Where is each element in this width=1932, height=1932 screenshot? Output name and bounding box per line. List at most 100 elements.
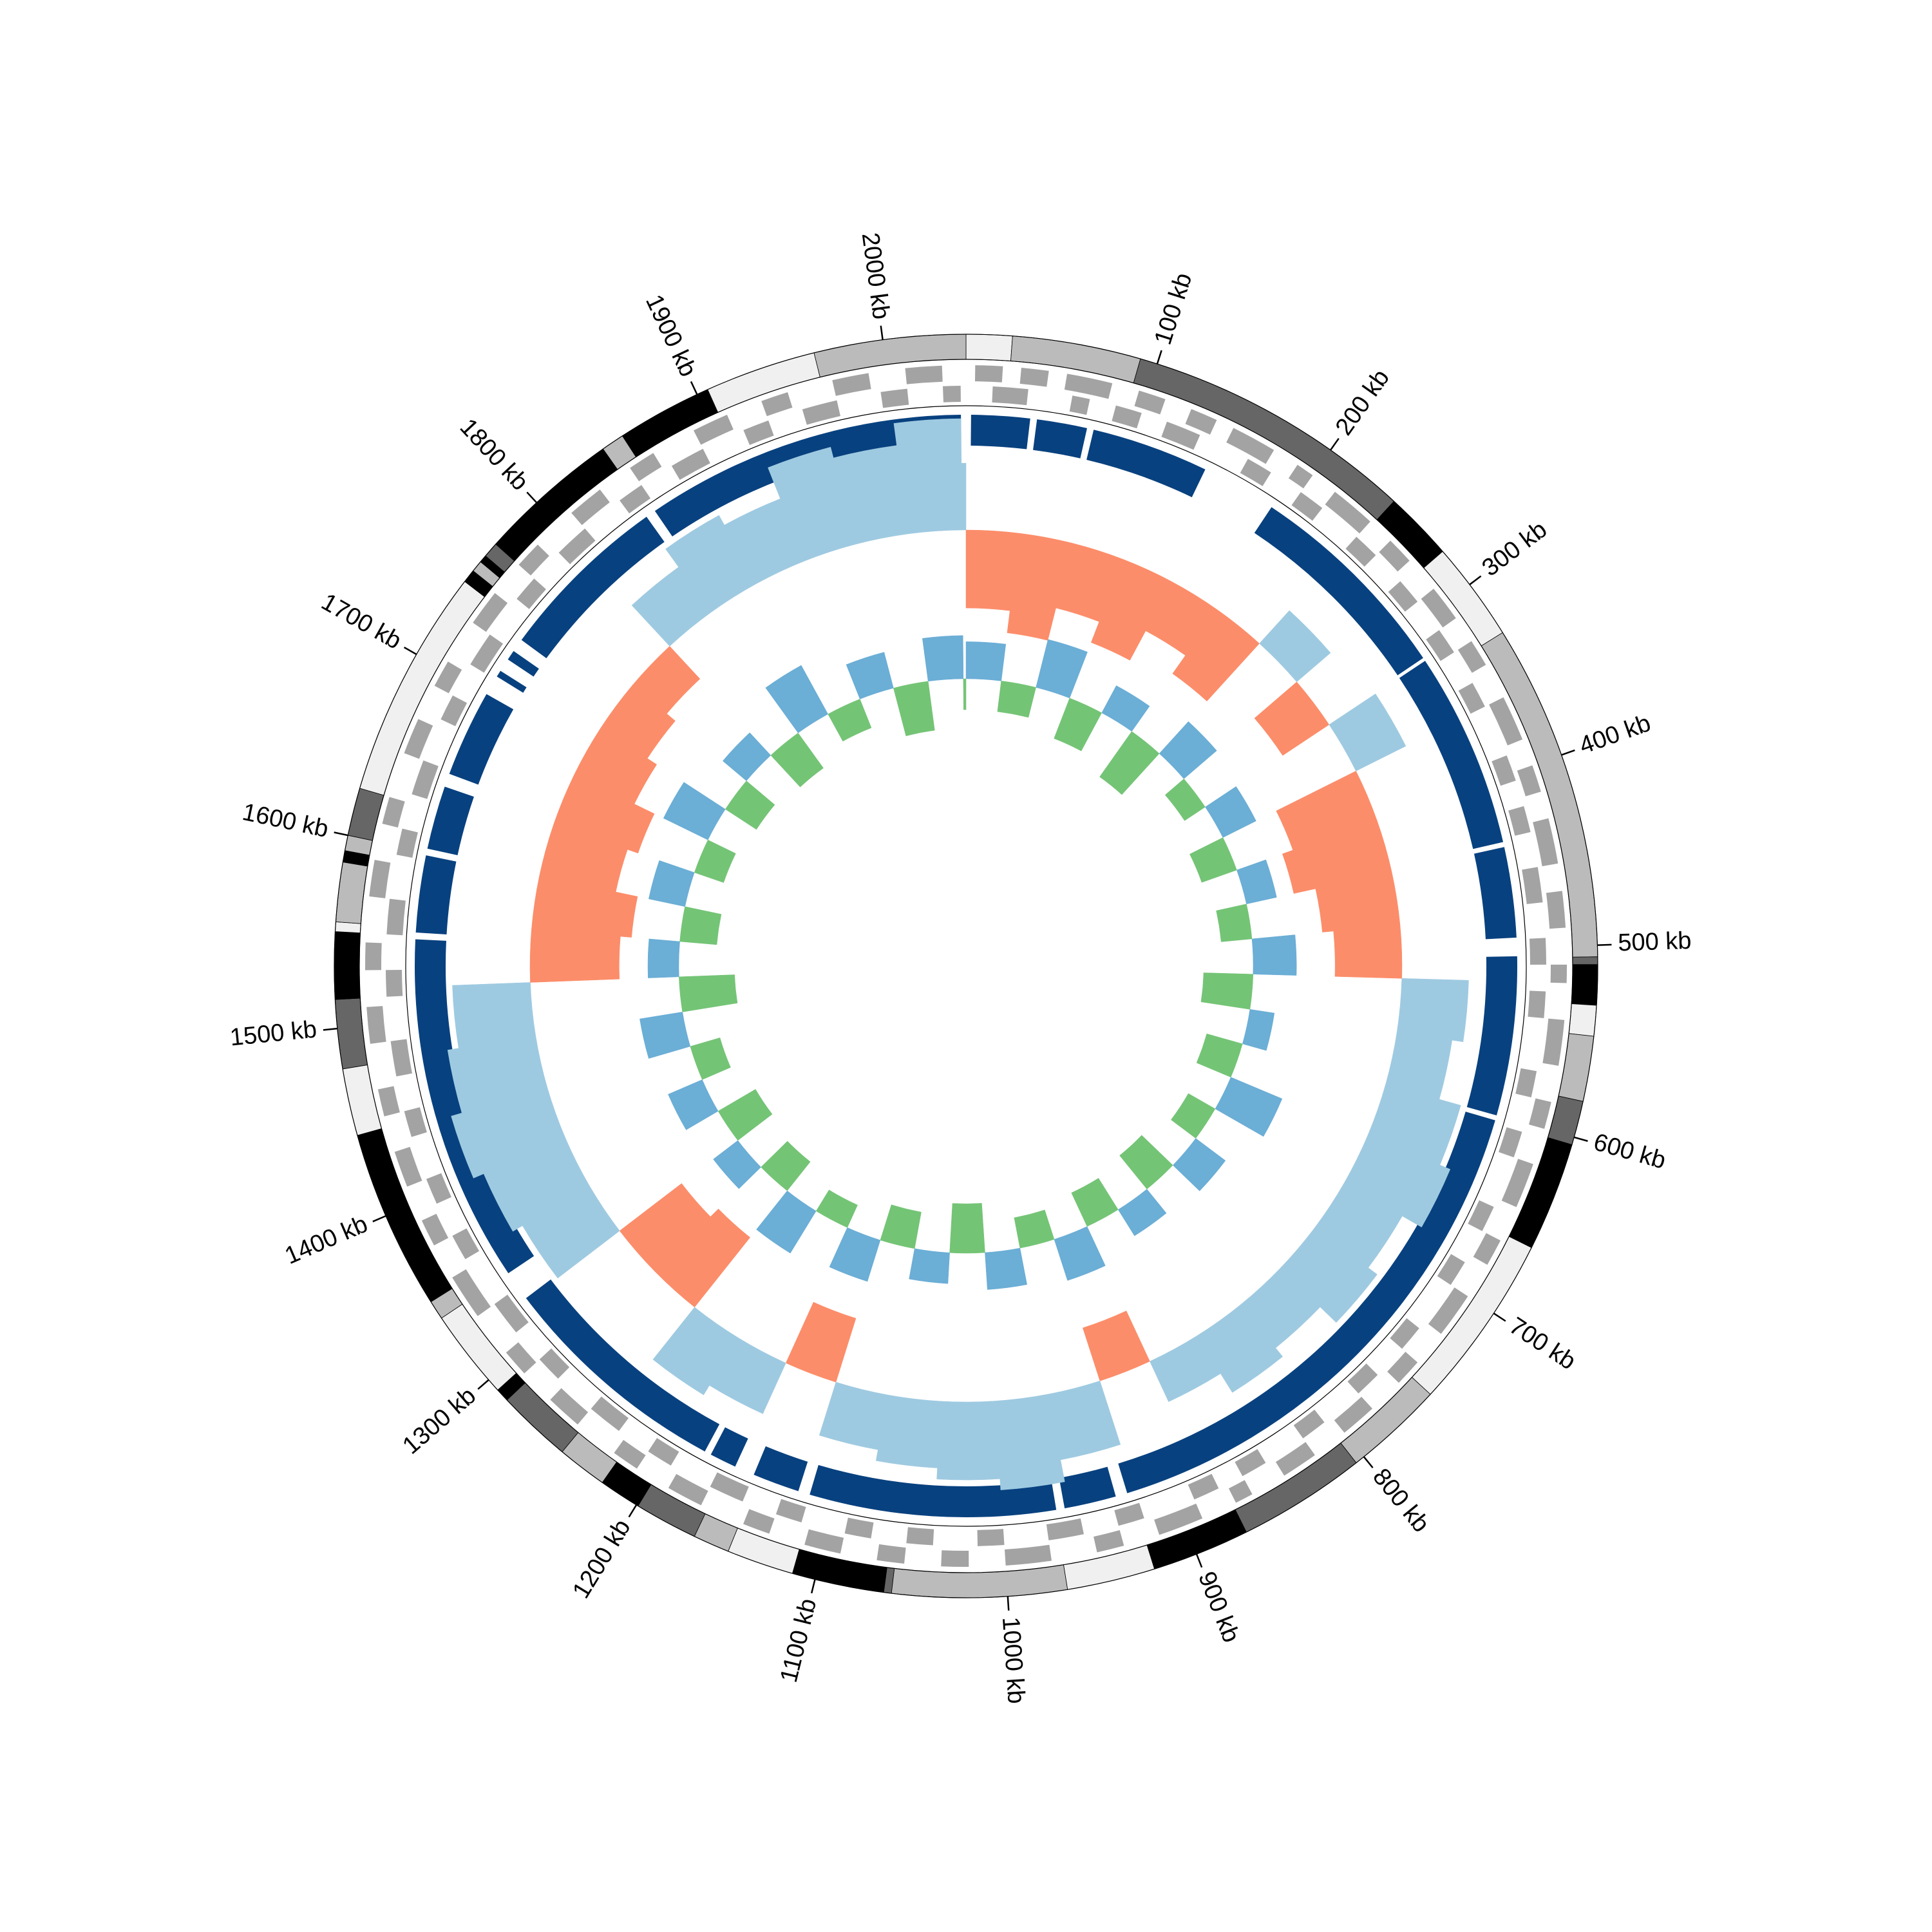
gene xyxy=(844,1517,874,1539)
ideogram-outline xyxy=(334,334,1598,1598)
gene xyxy=(775,1499,806,1522)
gene xyxy=(1522,867,1543,904)
tick-mark xyxy=(880,325,884,340)
gene xyxy=(668,1473,708,1506)
gene xyxy=(1345,536,1376,567)
contig xyxy=(1473,847,1517,940)
gene xyxy=(761,392,793,417)
gene xyxy=(452,1269,491,1316)
tick-mark xyxy=(810,1579,816,1594)
gene xyxy=(977,1529,1005,1546)
tick-mark xyxy=(477,1379,489,1390)
gene xyxy=(377,1086,400,1117)
contig xyxy=(526,1279,720,1452)
contig xyxy=(507,650,539,677)
gene xyxy=(382,797,405,828)
gc-skew-bar xyxy=(1259,610,1331,683)
gene xyxy=(1379,540,1410,572)
gene xyxy=(1426,630,1454,661)
gene xyxy=(421,1213,449,1245)
gene xyxy=(1501,1159,1533,1208)
gene xyxy=(506,1342,536,1374)
gene xyxy=(648,1437,679,1466)
gc-skew-bar xyxy=(1254,681,1330,756)
gene xyxy=(1542,1018,1565,1066)
gc-content-bar xyxy=(694,839,736,883)
gene xyxy=(1529,1098,1551,1129)
gene xyxy=(473,592,508,632)
tick-mark xyxy=(1007,1596,1010,1611)
gene xyxy=(1134,390,1166,415)
gc-content-bar xyxy=(1014,1209,1055,1249)
tick-mark xyxy=(1493,1312,1506,1322)
gene xyxy=(1046,1518,1084,1540)
gene xyxy=(1064,374,1113,399)
gc-content-bar xyxy=(761,1141,811,1191)
gene xyxy=(1275,1442,1315,1476)
gene xyxy=(1492,755,1516,786)
gene xyxy=(905,365,943,384)
gc-skew-bar xyxy=(785,1302,857,1383)
contig xyxy=(415,855,457,934)
gene xyxy=(1388,581,1418,612)
ideogram-band xyxy=(1568,1003,1597,1037)
gene xyxy=(802,400,840,425)
gc-content-bar xyxy=(828,699,872,742)
gc-skew-bar xyxy=(1396,978,1469,1043)
gene-track-outline xyxy=(405,405,1527,1527)
gene xyxy=(1550,964,1567,983)
gene xyxy=(404,1107,427,1137)
contig xyxy=(1118,1112,1495,1493)
gene xyxy=(1546,891,1566,929)
gene xyxy=(1185,409,1217,435)
gene xyxy=(558,528,596,565)
contig xyxy=(710,1427,748,1467)
gene xyxy=(1457,641,1486,673)
gc-skew-bar xyxy=(1150,1335,1221,1402)
gene xyxy=(412,760,439,799)
gene xyxy=(992,386,1028,406)
gc-content-bar xyxy=(949,1203,985,1254)
contig xyxy=(449,694,514,785)
gc-content-bar xyxy=(1216,904,1253,942)
gc-content-bar xyxy=(1071,1178,1119,1227)
gc-skew-bar xyxy=(1090,559,1173,661)
contig xyxy=(1254,507,1423,676)
tick-mark xyxy=(1469,575,1482,585)
gene xyxy=(1325,491,1370,534)
gene xyxy=(880,388,909,408)
gc-skew-bar xyxy=(1282,820,1392,894)
gc-content-bar xyxy=(1119,1135,1173,1189)
gene xyxy=(396,828,418,858)
gc-content-bar xyxy=(679,906,722,945)
gene xyxy=(366,1006,386,1044)
gene xyxy=(1489,697,1523,746)
gene xyxy=(591,1396,629,1432)
gc-content-bar xyxy=(1099,731,1160,795)
gc-content-bar xyxy=(690,1037,731,1080)
gc-content-bar xyxy=(717,1089,773,1141)
gene xyxy=(1508,806,1531,836)
gc-content-bar xyxy=(1171,1093,1216,1139)
tick-mark xyxy=(334,831,348,837)
ideogram-band xyxy=(1571,964,1598,1006)
gene xyxy=(804,1529,844,1554)
gc-content-bar xyxy=(965,641,1007,681)
contig xyxy=(971,415,1030,450)
gene xyxy=(974,365,1003,383)
gene xyxy=(470,634,504,673)
gc-content-bar xyxy=(880,1204,922,1249)
gene xyxy=(743,420,774,445)
gene xyxy=(1334,1396,1372,1433)
gene xyxy=(1387,1352,1418,1383)
gc-skew-bar xyxy=(632,646,701,714)
tick-mark xyxy=(1156,350,1162,365)
gene xyxy=(452,1228,480,1260)
gene xyxy=(426,1173,451,1204)
gc-skew-bar xyxy=(1329,694,1406,772)
gc-skew-bar xyxy=(452,982,536,1048)
gene xyxy=(1437,1254,1465,1285)
gene xyxy=(390,1039,412,1077)
gc-content-bar xyxy=(724,781,775,830)
